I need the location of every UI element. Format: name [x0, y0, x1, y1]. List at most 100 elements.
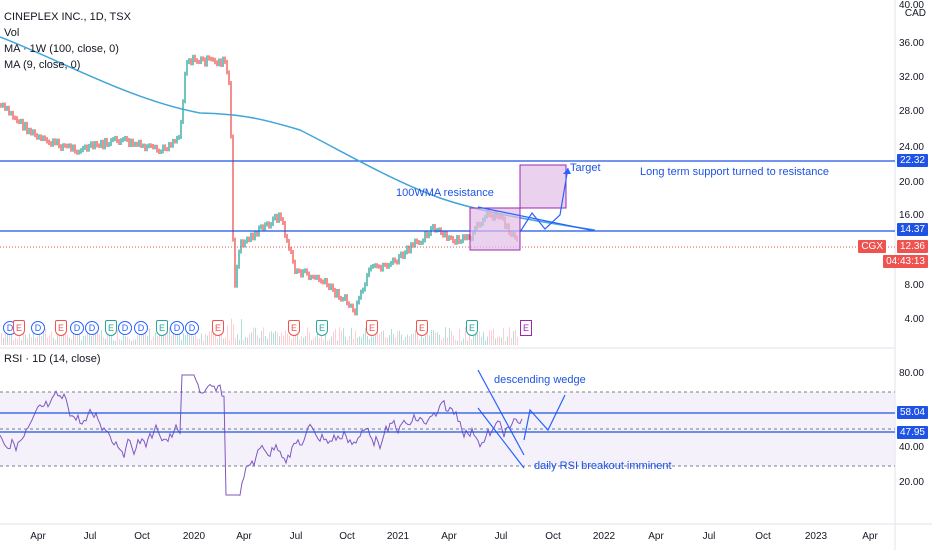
dividend-icon[interactable]: D: [85, 321, 99, 335]
volume-bar: [427, 331, 428, 345]
volume-bar: [109, 328, 110, 345]
volume-bar: [265, 336, 266, 345]
volume-bar: [385, 337, 386, 345]
volume-bar: [383, 330, 384, 345]
volume-bar: [211, 330, 212, 345]
volume-bar: [303, 337, 304, 345]
consolidation-box[interactable]: [469, 207, 521, 251]
earnings-icon[interactable]: E: [105, 320, 117, 336]
target-annotation[interactable]: Target: [570, 162, 601, 174]
ticker-tag[interactable]: CGX: [858, 240, 886, 253]
earnings-icon[interactable]: E: [316, 320, 328, 336]
volume-bar: [227, 325, 228, 345]
wma-trendline[interactable]: [477, 206, 596, 232]
volume-bar: [357, 337, 358, 345]
time-axis-label: Apr: [862, 531, 878, 542]
earnings-icon[interactable]: E: [466, 320, 478, 336]
long-term-annotation[interactable]: Long term support turned to resistance: [640, 166, 829, 178]
volume-bar: [173, 331, 174, 345]
ma-daily-legend[interactable]: MA (9, close, 0): [4, 59, 81, 71]
breakout-annotation[interactable]: daily RSI breakout imminent: [534, 460, 672, 472]
rsi-upper-tag[interactable]: 58.04: [896, 406, 928, 419]
volume-bar: [147, 335, 148, 345]
volume-bar: [131, 340, 132, 345]
volume-bar: [499, 336, 500, 345]
volume-bar: [79, 332, 80, 345]
volume-bar: [181, 339, 182, 345]
time-axis-label: 2021: [386, 531, 410, 542]
volume-bar: [123, 334, 124, 345]
rsi-legend[interactable]: RSI · 1D (14, close): [4, 353, 101, 365]
earnings-icon[interactable]: E: [13, 320, 25, 336]
volume-bar: [513, 331, 514, 345]
earnings-icon[interactable]: E: [156, 320, 168, 336]
time-axis-label: Jul: [83, 531, 97, 542]
volume-bars: [1, 318, 518, 345]
volume-bar: [399, 330, 400, 345]
volume-bar: [9, 335, 10, 345]
volume-bar: [353, 338, 354, 345]
volume-bar: [185, 335, 186, 345]
volume-bar: [43, 328, 44, 345]
wma-annotation[interactable]: 100WMA resistance: [396, 187, 494, 199]
volume-bar: [453, 335, 454, 345]
volume-bar: [169, 327, 170, 345]
dividend-icon[interactable]: D: [118, 321, 132, 335]
volume-bar: [433, 329, 434, 345]
volume-bar: [213, 328, 214, 345]
volume-bar: [287, 333, 288, 345]
resistance-price-tag[interactable]: 22.32: [896, 154, 928, 167]
time-axis-label: Jul: [702, 531, 716, 542]
volume-bar: [81, 340, 82, 345]
volume-bar: [229, 340, 230, 345]
volume-bar: [209, 331, 210, 345]
rsi-lower-tag[interactable]: 47.95: [896, 426, 928, 439]
currency-label[interactable]: CAD: [904, 8, 926, 19]
volume-bar: [111, 329, 112, 345]
ma-weekly-legend[interactable]: MA · 1W (100, close, 0): [4, 43, 119, 55]
volume-legend[interactable]: Vol: [4, 27, 20, 39]
last-price-tag[interactable]: 12.36: [896, 240, 928, 253]
dividend-icon[interactable]: D: [70, 321, 84, 335]
volume-bar: [493, 328, 494, 345]
dividend-icon[interactable]: D: [170, 321, 184, 335]
symbol-title[interactable]: CINEPLEX INC., 1D, TSX: [4, 11, 131, 23]
time-axis-label: Apr: [30, 531, 46, 542]
earnings-icon[interactable]: E: [366, 320, 378, 336]
volume-bar: [401, 334, 402, 345]
dividend-icon[interactable]: D: [31, 321, 45, 335]
volume-bar: [487, 336, 488, 345]
volume-bar: [329, 339, 330, 345]
volume-bar: [507, 336, 508, 345]
time-axis-label: 2023: [804, 531, 828, 542]
support-price-tag[interactable]: 14.37: [896, 223, 928, 236]
dividend-icon[interactable]: D: [185, 321, 199, 335]
volume-bar: [171, 335, 172, 345]
volume-bar: [479, 331, 480, 345]
earnings-icon[interactable]: E: [416, 320, 428, 336]
earnings-icon[interactable]: E: [288, 320, 300, 336]
time-axis-label: Apr: [236, 531, 252, 542]
countdown-tag: 04:43:13: [883, 255, 928, 268]
dividend-icon[interactable]: D: [134, 321, 148, 335]
price-projection-arrow[interactable]: [519, 167, 569, 233]
upcoming-earnings-icon[interactable]: E: [520, 320, 532, 336]
volume-bar: [283, 335, 284, 345]
volume-bar: [485, 340, 486, 345]
time-axis-label: Apr: [648, 531, 664, 542]
volume-bar: [253, 327, 254, 345]
volume-bar: [61, 336, 62, 345]
volume-bar: [19, 334, 20, 345]
volume-bar: [151, 340, 152, 345]
target-box[interactable]: [519, 164, 567, 209]
wedge-annotation[interactable]: descending wedge: [494, 374, 586, 386]
volume-bar: [175, 328, 176, 345]
volume-bar: [465, 327, 466, 345]
volume-bar: [67, 334, 68, 345]
earnings-icon[interactable]: E: [212, 320, 224, 336]
volume-bar: [15, 337, 16, 345]
wedge-lower-line[interactable]: [477, 407, 525, 469]
volume-bar: [391, 328, 392, 345]
earnings-icon[interactable]: E: [55, 320, 67, 336]
